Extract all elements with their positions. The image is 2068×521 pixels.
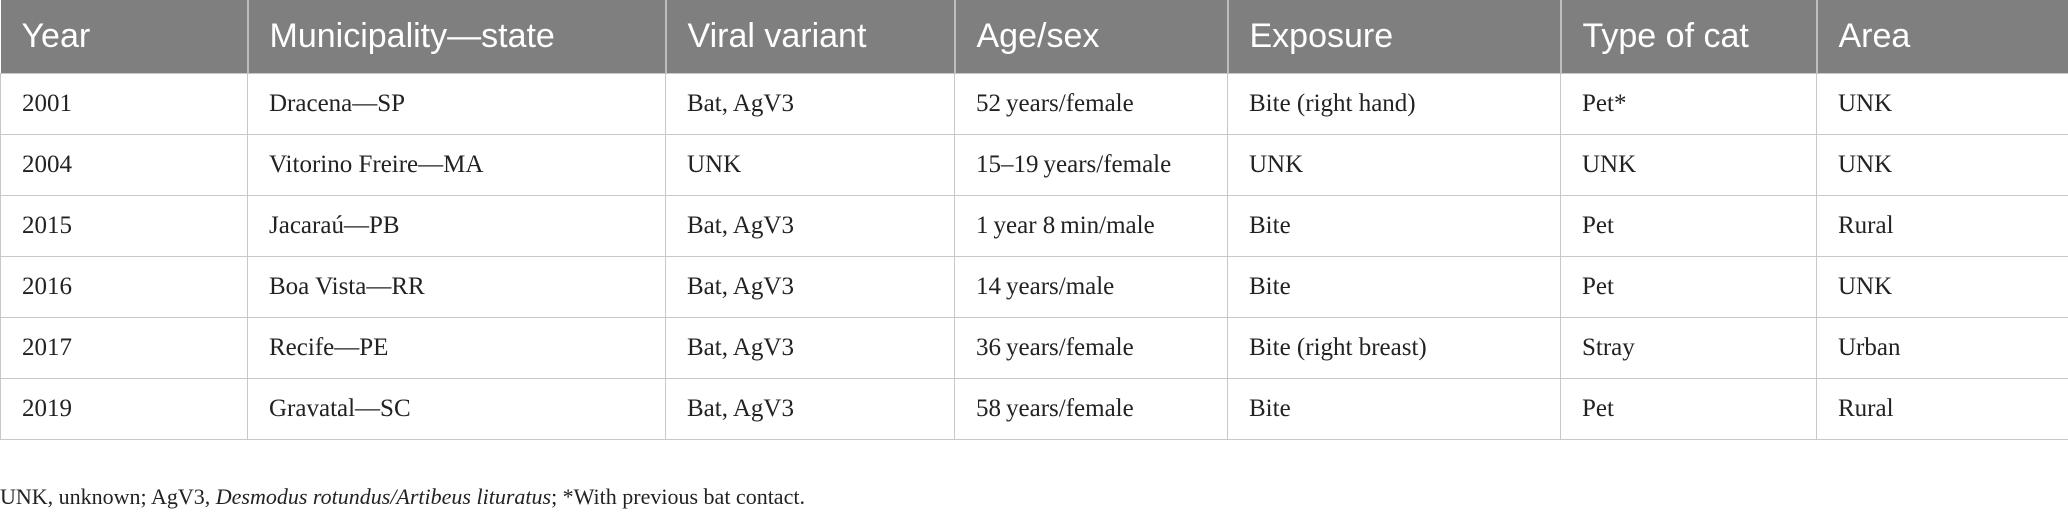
header-cell: Exposure <box>1227 0 1562 73</box>
table-cell: UNK <box>1227 133 1561 196</box>
table-cell: 2016 <box>0 255 248 318</box>
table-cell: Bat, AgV3 <box>665 194 955 257</box>
header-cell: Area <box>1816 0 2068 73</box>
footnote-text: ; *With previous bat contact. <box>551 484 805 509</box>
header-row: Year Municipality—state Viral variant Age/s… <box>0 0 2068 73</box>
table-cell: 15–19 years/female <box>954 133 1228 196</box>
table-cell: UNK <box>665 133 955 196</box>
table-cell: UNK <box>1816 72 2068 135</box>
table-cell: 2017 <box>0 316 248 379</box>
table-cell: Boa Vista—RR <box>247 255 666 318</box>
table-cell: 36 years/female <box>954 316 1228 379</box>
table-cell: 2019 <box>0 377 248 440</box>
table-cell: 2015 <box>0 194 248 257</box>
table-cell: Bat, AgV3 <box>665 316 955 379</box>
table-row: 2016 Boa Vista—RR Bat, AgV3 14 years/male Bi… <box>0 255 2068 318</box>
table-row: 2015 Jacaraú—PB Bat, AgV3 1 year 8 min/male… <box>0 194 2068 257</box>
table-cell: Rural <box>1816 194 2068 257</box>
footnote: UNK, unknown; AgV3, Desmodus rotundus/Ar… <box>0 484 805 510</box>
table-cell: UNK <box>1816 133 2068 196</box>
header-cell: Type of cat <box>1560 0 1818 73</box>
table-cell: Dracena—SP <box>247 72 666 135</box>
table-cell: Bite <box>1227 377 1561 440</box>
table-cell: 14 years/male <box>954 255 1228 318</box>
table-cell: Bite <box>1227 194 1561 257</box>
table-cell: Rural <box>1816 377 2068 440</box>
table-row: 2001 Dracena—SP Bat, AgV3 52 years/female Bi… <box>0 72 2068 135</box>
table-cell: UNK <box>1560 133 1817 196</box>
header-cell: Age/sex <box>954 0 1229 73</box>
footnote-text: UNK, unknown; AgV3, <box>0 484 216 509</box>
table-cell: Bat, AgV3 <box>665 377 955 440</box>
data-table: Year Municipality—state Viral variant Age/s… <box>0 0 2068 440</box>
table-cell: 2004 <box>0 133 248 196</box>
table-row: 2017 Recife—PE Bat, AgV3 36 years/female Bit… <box>0 316 2068 379</box>
table-cell: Jacaraú—PB <box>247 194 666 257</box>
table-cell: Pet* <box>1560 72 1817 135</box>
table-cell: Bat, AgV3 <box>665 255 955 318</box>
table-row: 2004 Vitorino Freire—MA UNK 15–19 years/fem… <box>0 133 2068 196</box>
header-cell: Viral variant <box>665 0 956 73</box>
table-cell: Bite (right hand) <box>1227 72 1561 135</box>
table-cell: Vitorino Freire—MA <box>247 133 666 196</box>
table-cell: Urban <box>1816 316 2068 379</box>
header-cell: Year <box>0 0 249 73</box>
table-cell: 58 years/female <box>954 377 1228 440</box>
table-cell: Bat, AgV3 <box>665 72 955 135</box>
footnote-italic: Desmodus rotundus/Artibeus lituratus <box>215 484 552 509</box>
table-cell: Stray <box>1560 316 1817 379</box>
table-cell: Pet <box>1560 255 1817 318</box>
table-cell: Pet <box>1560 377 1817 440</box>
table-cell: Bite (right breast) <box>1227 316 1561 379</box>
table-cell: Bite <box>1227 255 1561 318</box>
table-cell: 1 year 8 min/male <box>954 194 1228 257</box>
table-cell: Pet <box>1560 194 1817 257</box>
table-cell: UNK <box>1816 255 2068 318</box>
table-row: 2019 Gravatal—SC Bat, AgV3 58 years/female B… <box>0 377 2068 440</box>
header-cell: Municipality—state <box>247 0 667 73</box>
table-cell: 52 years/female <box>954 72 1228 135</box>
table-cell: 2001 <box>0 72 248 135</box>
table-body: 2001 Dracena—SP Bat, AgV3 52 years/female Bi… <box>0 72 2068 440</box>
table-cell: Recife—PE <box>247 316 666 379</box>
table-cell: Gravatal—SC <box>247 377 666 440</box>
